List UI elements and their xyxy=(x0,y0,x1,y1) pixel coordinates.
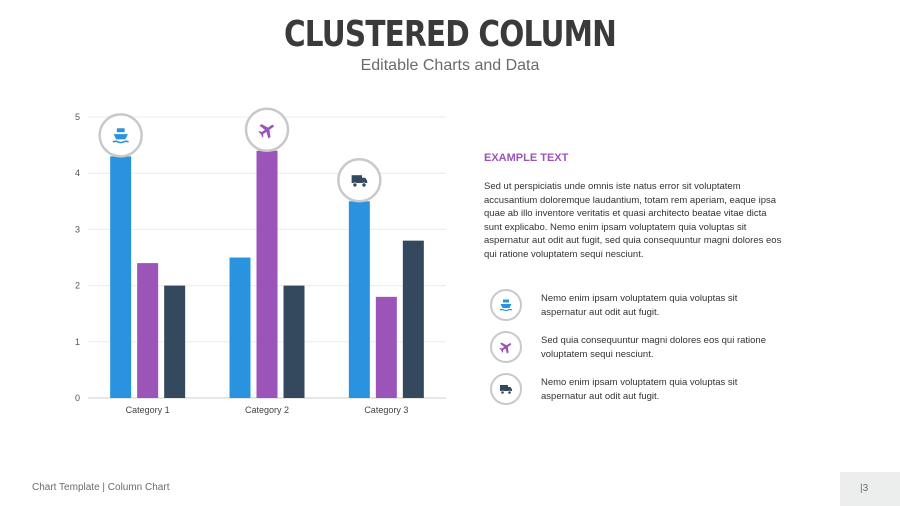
page-number: |3 xyxy=(860,483,869,494)
y-tick-label: 3 xyxy=(75,224,80,234)
bar xyxy=(164,285,186,398)
footer-caption: Chart Template | Column Chart xyxy=(32,482,170,493)
bar xyxy=(256,150,278,398)
y-tick-label: 4 xyxy=(75,168,80,178)
feature-item-text: Nemo enim ipsam voluptatem quia voluptas… xyxy=(541,293,738,318)
feature-item-plane: Sed quia consequuntur magni dolores eos … xyxy=(490,331,790,367)
bar xyxy=(348,201,370,398)
x-tick-label: Category 2 xyxy=(245,405,289,415)
bar xyxy=(375,296,397,398)
ship-icon xyxy=(98,113,143,158)
truck-icon xyxy=(337,158,382,203)
clustered-column-chart: 0 1 2 3 4 5 Category 1 Category 2 Category 3 xyxy=(75,107,446,415)
page-number-box: |3 xyxy=(840,472,900,506)
bar xyxy=(229,257,251,398)
y-tick-label: 0 xyxy=(75,393,80,403)
plane-icon xyxy=(490,331,522,363)
feature-item-text: Sed quia consequuntur magni dolores eos … xyxy=(541,335,766,360)
bar xyxy=(402,240,424,398)
y-tick-label: 1 xyxy=(75,337,80,347)
feature-item-ship: Nemo enim ipsam voluptatem quia voluptas… xyxy=(490,289,790,325)
bar xyxy=(110,156,132,398)
bar xyxy=(137,263,159,398)
side-heading: EXAMPLE TEXT xyxy=(484,152,569,164)
truck-icon xyxy=(490,373,522,405)
bar xyxy=(283,285,305,398)
page-subtitle: Editable Charts and Data xyxy=(360,57,540,74)
feature-item-truck: Nemo enim ipsam voluptatem quia voluptas… xyxy=(490,373,790,409)
ship-icon xyxy=(490,289,522,321)
feature-item-text: Nemo enim ipsam voluptatem quia voluptas… xyxy=(541,377,738,402)
page-title: CLUSTERED COLUMN xyxy=(283,14,617,55)
y-tick-label: 5 xyxy=(75,112,80,122)
x-tick-label: Category 1 xyxy=(126,405,170,415)
x-tick-label: Category 3 xyxy=(364,405,408,415)
side-body-text: Sed ut perspiciatis unde omnis iste natu… xyxy=(484,181,782,260)
y-tick-label: 2 xyxy=(75,281,80,291)
plane-icon xyxy=(244,107,290,152)
